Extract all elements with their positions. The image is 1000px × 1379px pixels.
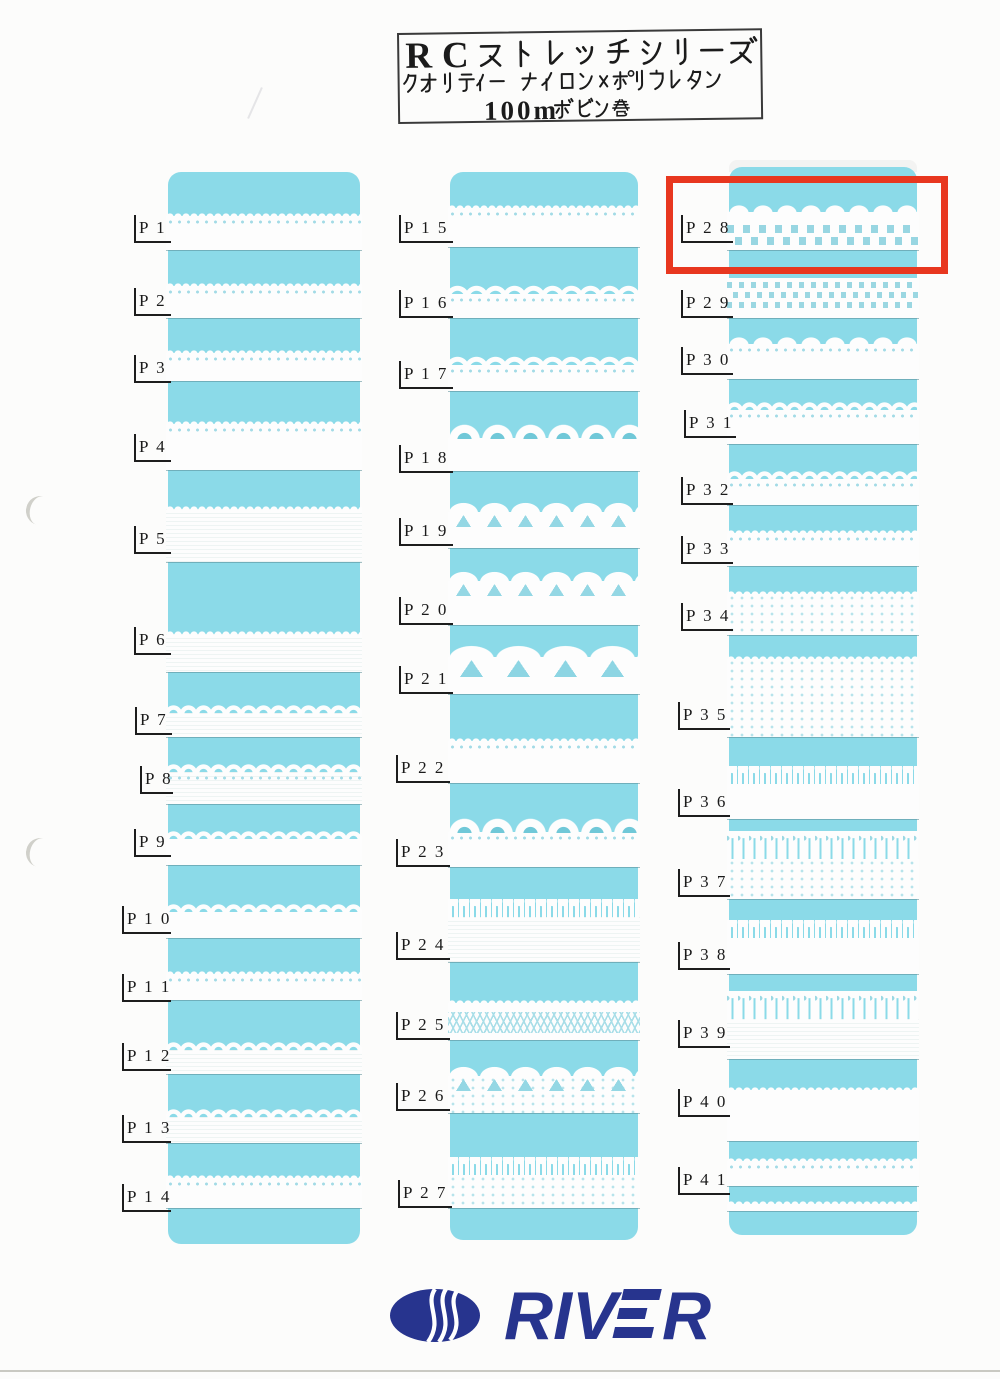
svg-text:RIV: RIV: [504, 1288, 623, 1350]
svg-text:RC: RC: [405, 35, 479, 77]
svg-text:R: R: [662, 1288, 711, 1350]
svg-text:100m: 100m: [484, 95, 559, 122]
